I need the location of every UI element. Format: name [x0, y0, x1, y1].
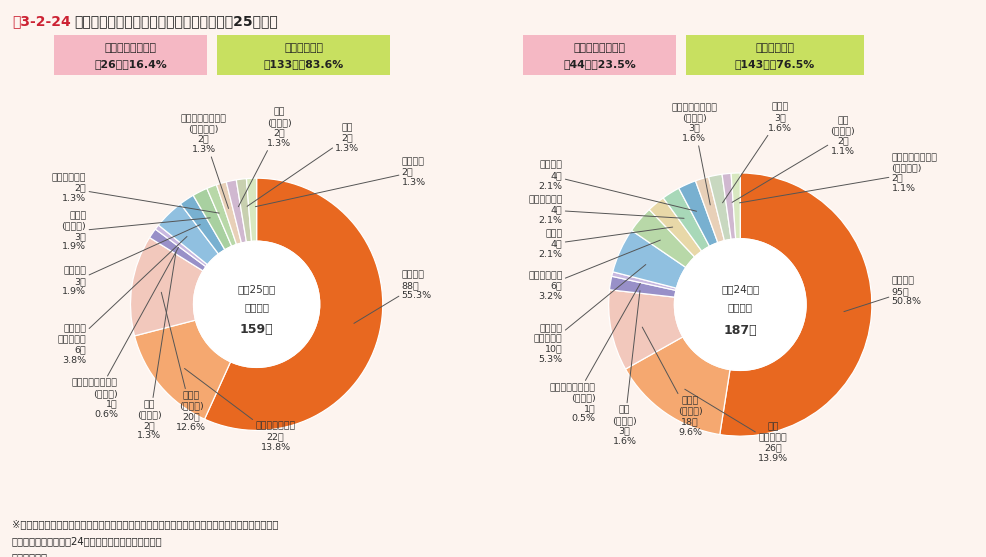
Text: 平成25年度: 平成25年度: [238, 284, 275, 294]
Wedge shape: [649, 198, 701, 257]
Text: 平成24年度: 平成24年度: [721, 284, 758, 294]
Wedge shape: [708, 174, 731, 241]
Text: 建設系以外廃棄物: 建設系以外廃棄物: [105, 43, 157, 53]
Text: ガラス・
陶磁器くず
10件
5.3%: ガラス・ 陶磁器くず 10件 5.3%: [533, 265, 645, 364]
Text: 汚泥
(建設系)
3件
1.6%: 汚泥 (建設系) 3件 1.6%: [611, 291, 639, 446]
Text: がれき類
88件
55.3%: がれき類 88件 55.3%: [354, 271, 431, 324]
Text: 金属くず
3件
1.9%: 金属くず 3件 1.9%: [62, 224, 200, 296]
Text: 計133件　83.6%: 計133件 83.6%: [263, 59, 343, 69]
Wedge shape: [180, 196, 225, 254]
Text: 汚泥
(建設系)
2件
1.3%: 汚泥 (建設系) 2件 1.3%: [137, 252, 176, 441]
Wedge shape: [608, 290, 682, 369]
Text: 計26件　16.4%: 計26件 16.4%: [95, 59, 167, 69]
Wedge shape: [216, 182, 242, 245]
Text: 動植物性残さ
4件
2.1%: 動植物性残さ 4件 2.1%: [528, 195, 683, 224]
Wedge shape: [731, 173, 740, 239]
Text: 図3-2-24: 図3-2-24: [12, 14, 71, 28]
Text: がれき類
95件
50.8%: がれき類 95件 50.8%: [843, 276, 921, 311]
Wedge shape: [246, 178, 256, 241]
Text: 木くず
(建設系)
18件
9.6%: 木くず (建設系) 18件 9.6%: [642, 327, 702, 437]
Text: 木くず
(建設系)
20件
12.6%: 木くず (建設系) 20件 12.6%: [161, 292, 206, 432]
Wedge shape: [134, 320, 231, 419]
Text: 廃プラスチック類
(廃タイヤ)
2件
1.3%: 廃プラスチック類 (廃タイヤ) 2件 1.3%: [180, 114, 229, 208]
Text: 資料：環境省: 資料：環境省: [12, 553, 47, 557]
Text: 建設系以外廃棄物: 建設系以外廃棄物: [573, 43, 625, 53]
Text: ２：参考として平成24年度の実績も掲載している。: ２：参考として平成24年度の実績も掲載している。: [12, 536, 163, 546]
Wedge shape: [612, 231, 685, 288]
Text: 159件: 159件: [240, 323, 273, 336]
Text: 鉱さい
3件
1.6%: 鉱さい 3件 1.6%: [722, 103, 791, 203]
Text: 建設系廃棄物: 建設系廃棄物: [284, 43, 322, 53]
Text: 燃え殻
4件
2.1%: 燃え殻 4件 2.1%: [538, 227, 672, 259]
Text: 動物のふん尿
2件
1.3%: 動物のふん尿 2件 1.3%: [52, 173, 219, 213]
Wedge shape: [695, 177, 724, 243]
Wedge shape: [678, 181, 717, 246]
Wedge shape: [663, 188, 709, 251]
Text: ガラス・
陶磁器くず
6件
3.8%: ガラス・ 陶磁器くず 6件 3.8%: [57, 237, 186, 365]
Wedge shape: [625, 337, 730, 434]
Text: 汚泥
(その他)
2件
1.1%: 汚泥 (その他) 2件 1.1%: [732, 116, 855, 202]
Text: 187件: 187件: [723, 324, 756, 338]
Text: 廃プラスチック類
(その他)
3件
1.6%: 廃プラスチック類 (その他) 3件 1.6%: [670, 103, 717, 205]
Wedge shape: [611, 272, 675, 290]
Text: 投棄件数: 投棄件数: [244, 302, 269, 312]
Text: 不法投棄された産業廃棄物の種類（平成25年度）: 不法投棄された産業廃棄物の種類（平成25年度）: [74, 14, 277, 28]
Wedge shape: [226, 180, 246, 243]
Text: 繊維くず
2件
1.3%: 繊維くず 2件 1.3%: [255, 157, 425, 207]
Wedge shape: [609, 276, 675, 297]
Circle shape: [673, 239, 806, 370]
Text: 金属くず
4件
2.1%: 金属くず 4件 2.1%: [538, 161, 696, 211]
Wedge shape: [207, 185, 237, 246]
Text: 廃プラスチック類
(建設系)
1件
0.6%: 廃プラスチック類 (建設系) 1件 0.6%: [72, 247, 178, 419]
Circle shape: [193, 241, 319, 368]
Text: 計143件　76.5%: 計143件 76.5%: [734, 59, 814, 69]
Text: 建設
混合廃棄物
26件
13.9%: 建設 混合廃棄物 26件 13.9%: [684, 389, 788, 463]
Wedge shape: [236, 179, 251, 242]
Wedge shape: [204, 178, 383, 431]
Text: 廃プラスチック類
(建設系)
1件
0.5%: 廃プラスチック類 (建設系) 1件 0.5%: [549, 284, 640, 423]
Text: 汚泥
(その他)
2件
1.3%: 汚泥 (その他) 2件 1.3%: [238, 108, 292, 207]
Text: 建設系廃棄物: 建設系廃棄物: [754, 43, 794, 53]
Wedge shape: [193, 188, 232, 250]
Text: 動物のふん尿
6件
3.2%: 動物のふん尿 6件 3.2%: [528, 240, 660, 301]
Wedge shape: [719, 173, 871, 436]
Text: ※１：割合については、四捨五入で計算して表記していることから合計値が合わない場合がある。: ※１：割合については、四捨五入で計算して表記していることから合計値が合わない場合…: [12, 519, 278, 529]
Wedge shape: [159, 204, 218, 265]
Text: 計44件　23.5%: 計44件 23.5%: [563, 59, 635, 69]
Text: 投棄件数: 投棄件数: [727, 302, 752, 312]
Wedge shape: [130, 238, 203, 336]
Wedge shape: [155, 225, 207, 267]
Wedge shape: [150, 229, 206, 271]
Text: 建設混合廃棄物
22件
13.8%: 建設混合廃棄物 22件 13.8%: [184, 369, 296, 452]
Wedge shape: [631, 209, 694, 267]
Wedge shape: [722, 173, 735, 240]
Text: 廃プラスチック類
(廃タイヤ)
2件
1.1%: 廃プラスチック類 (廃タイヤ) 2件 1.1%: [739, 153, 937, 203]
Text: 廃油
2件
1.3%: 廃油 2件 1.3%: [246, 123, 359, 206]
Text: 木くず
(その他)
3件
1.9%: 木くず (その他) 3件 1.9%: [61, 211, 210, 251]
